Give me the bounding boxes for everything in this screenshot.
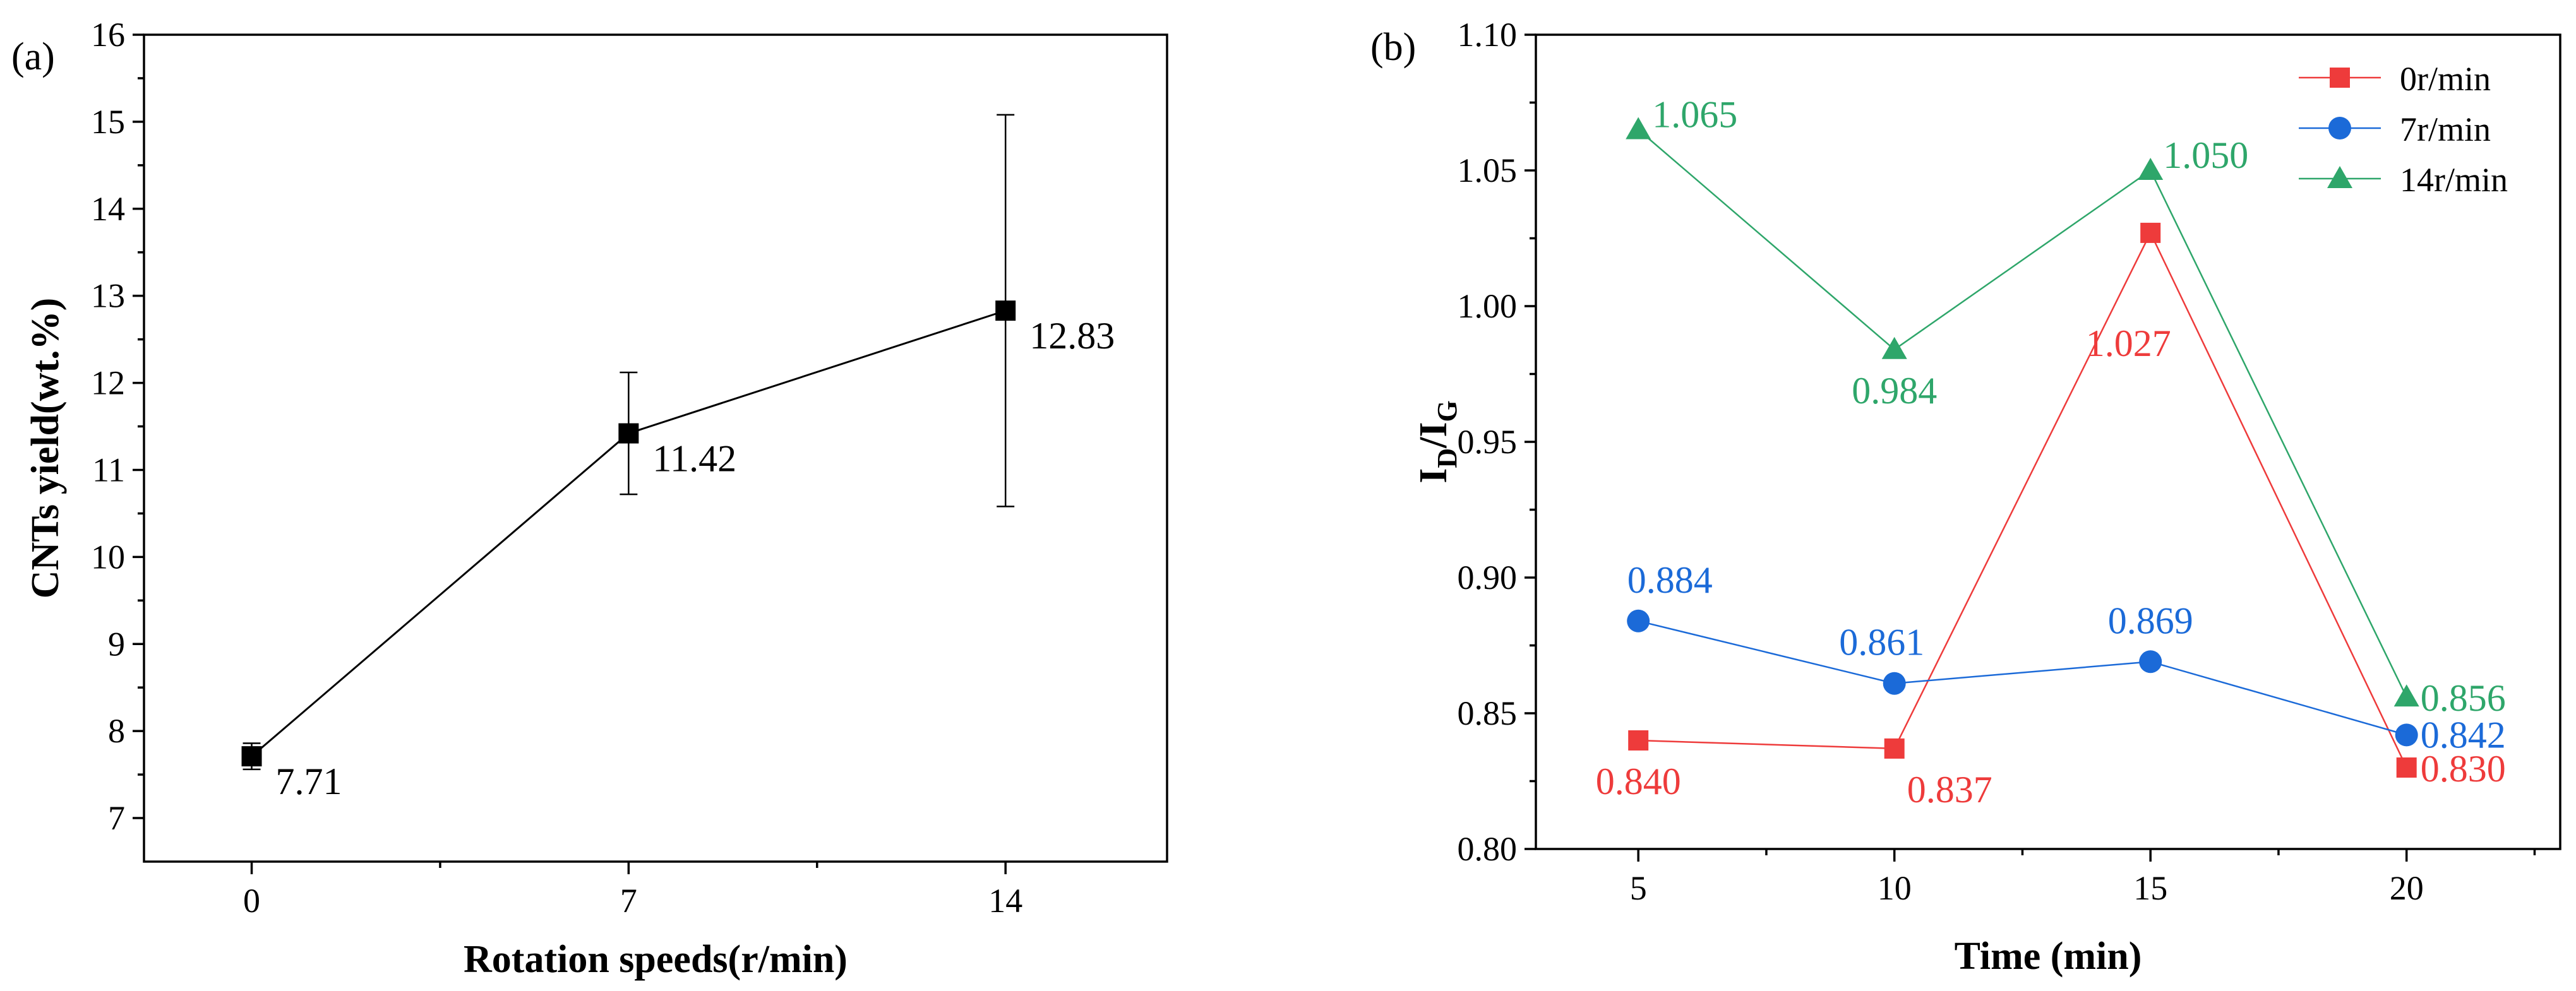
chart-b-series-2-data-label: 1.065 <box>1652 94 1737 136</box>
chart-b-y-axis-label: ID/IG <box>1412 400 1463 484</box>
chart-b-series-0-data-label: 0.830 <box>2421 748 2506 790</box>
chart-b-series-2-point <box>1626 117 1651 139</box>
chart-a-y-tick-label: 11 <box>92 451 125 489</box>
chart-b-y-tick-label: 1.05 <box>1458 151 1518 189</box>
chart-b-x-tick-label: 10 <box>1878 869 1912 907</box>
chart-b-series-1-point <box>1627 609 1650 632</box>
chart-a-y-tick-label: 10 <box>91 538 125 576</box>
chart-a-point <box>995 300 1016 321</box>
chart-b-series-1-line <box>1638 620 2407 736</box>
chart-b-series-0-point <box>2396 757 2417 778</box>
chart-b-panel-label: (b) <box>1370 26 1416 69</box>
chart-b-series-2-line <box>1638 129 2407 697</box>
chart-a-point <box>241 746 262 767</box>
legend-0-marker <box>2330 68 2350 88</box>
chart-a-y-tick-label: 12 <box>91 364 125 402</box>
chart-b-series-1-data-label: 0.842 <box>2421 714 2506 756</box>
chart-a: (a) 7 8 9 10 11 12 13 14 15 16 0 7 14 7.71 11.42 12.8… <box>11 16 1168 981</box>
chart-a-data-label: 7.71 <box>276 761 342 802</box>
chart-b-series-2-data-label: 1.050 <box>2163 134 2248 176</box>
chart-b-series-1-point <box>1883 672 1906 695</box>
chart-a-point <box>618 423 639 444</box>
chart-a-y-tick-label: 14 <box>91 190 125 228</box>
chart-a-series: 7.71 11.42 12.83 <box>241 114 1115 802</box>
chart-b-series-2-point <box>2138 158 2164 180</box>
chart-a-x-tick-label: 7 <box>620 882 637 920</box>
chart-b-y-tick-label: 1.00 <box>1458 287 1518 325</box>
chart-a-panel-label: (a) <box>11 35 55 78</box>
chart-b-y-tick-label: 0.90 <box>1458 559 1518 596</box>
chart-a-y-tick-label: 7 <box>108 799 125 837</box>
chart-a-y-tick-label: 9 <box>108 625 125 663</box>
chart-b-series-2-data-label: 0.856 <box>2421 677 2506 719</box>
chart-b-x-tick-label: 5 <box>1630 869 1647 907</box>
chart-b-y-label-sub-g: G <box>1432 400 1463 422</box>
chart-a-y-axis-label: CNTs yield(wt.%) <box>24 298 67 599</box>
chart-b-series-1-data-label: 0.869 <box>2108 600 2193 641</box>
chart-b-series-0-data-label: 0.837 <box>1907 769 1992 810</box>
legend-2-marker <box>2327 166 2352 188</box>
legend-1-marker <box>2328 117 2351 139</box>
chart-b-y-label-mid: /I <box>1412 422 1455 448</box>
chart-a-y-tick-label: 13 <box>91 277 125 315</box>
chart-a-y-tick-label: 16 <box>91 16 125 54</box>
chart-b-legend: 0r/min 7r/min 14r/min <box>2299 60 2508 199</box>
legend-2-label: 14r/min <box>2400 161 2508 199</box>
chart-b-series: 0.840 0.837 1.027 0.830 0.884 0.861 0.869 0.842… <box>1596 94 2506 810</box>
chart-a-plot-frame <box>143 33 1168 863</box>
chart-b-series-2-point <box>2393 684 2419 707</box>
chart-b-y-tick-label: 1.10 <box>1458 16 1518 54</box>
chart-b-series-2-point <box>1881 336 1907 359</box>
chart-a-x-tick-label: 0 <box>243 882 260 920</box>
chart-b-y-tick-label: 0.95 <box>1458 423 1518 461</box>
chart-b-series-1-data-label: 0.861 <box>1839 622 1924 663</box>
chart-b-series-0-data-label: 1.027 <box>2086 323 2171 364</box>
chart-b-series-1-data-label: 0.884 <box>1627 559 1713 601</box>
chart-b-series-1-point <box>2139 650 2162 674</box>
chart-b-y-tick-label: 0.85 <box>1458 694 1518 732</box>
chart-a-x-axis: 0 7 14 <box>243 862 1022 920</box>
chart-b-series-2-data-label: 0.984 <box>1852 370 1937 412</box>
chart-b-y-tick-label: 0.80 <box>1458 830 1518 868</box>
chart-a-data-label: 11.42 <box>652 438 736 480</box>
chart-a-data-label: 12.83 <box>1029 315 1115 357</box>
chart-b-x-axis-label: Time (min) <box>1955 935 2142 978</box>
chart-b-y-axis: 0.80 0.85 0.90 0.95 1.00 1.05 1.10 <box>1458 16 1536 868</box>
chart-b-y-label-sub-d: D <box>1432 448 1463 468</box>
chart-b-y-label-i: I <box>1412 468 1455 484</box>
chart-b-x-tick-label: 20 <box>2390 869 2424 907</box>
chart-b-series-1-point <box>2395 723 2418 747</box>
chart-a-y-tick-label: 15 <box>91 103 125 141</box>
chart-b: (b) 0.80 0.85 0.90 0.95 1.00 1.05 1.10 5 10 15 20… <box>1370 16 2561 978</box>
chart-b-x-tick-label: 15 <box>2133 869 2167 907</box>
chart-b-x-axis: 5 10 15 20 <box>1630 849 2536 907</box>
chart-a-y-axis: 7 8 9 10 11 12 13 14 15 16 <box>91 16 144 837</box>
chart-a-x-tick-label: 14 <box>988 882 1022 920</box>
legend-1-label: 7r/min <box>2400 110 2491 148</box>
chart-a-x-axis-label: Rotation speeds(r/min) <box>464 938 848 981</box>
chart-b-series-0-point <box>1628 730 1649 751</box>
chart-b-series-0-point <box>2140 222 2161 243</box>
chart-b-series-0-point <box>1884 738 1905 759</box>
legend-0-label: 0r/min <box>2400 60 2491 98</box>
chart-b-series-0-data-label: 0.840 <box>1596 761 1681 802</box>
chart-a-y-tick-label: 8 <box>108 712 125 750</box>
chart-b-series-0-line <box>1638 231 2407 768</box>
